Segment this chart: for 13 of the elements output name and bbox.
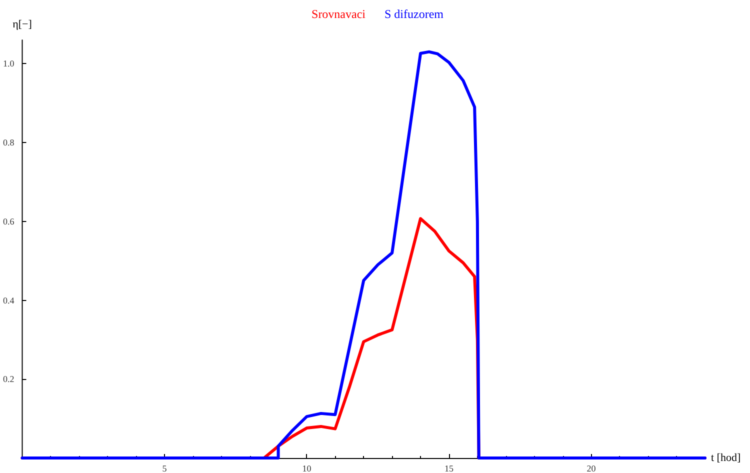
x-axis-title: t [hod]: [711, 452, 741, 464]
y-tick-label: 0.6: [3, 216, 15, 226]
x-tick-label: 5: [162, 464, 168, 473]
y-tick-label: 0.2: [3, 374, 14, 384]
x-tick-label: 15: [444, 464, 454, 473]
text: Srovnavaci: [312, 7, 366, 21]
y-tick-label: 0.4: [3, 295, 15, 306]
y-axis-title: η[−]: [12, 18, 32, 30]
x-tick-label: 10: [302, 464, 312, 473]
text: S difuzorem: [384, 7, 444, 21]
x-tick-label: 20: [586, 464, 596, 473]
y-tick-label: 1.0: [3, 58, 15, 69]
y-tick-label: 0.8: [3, 138, 15, 148]
